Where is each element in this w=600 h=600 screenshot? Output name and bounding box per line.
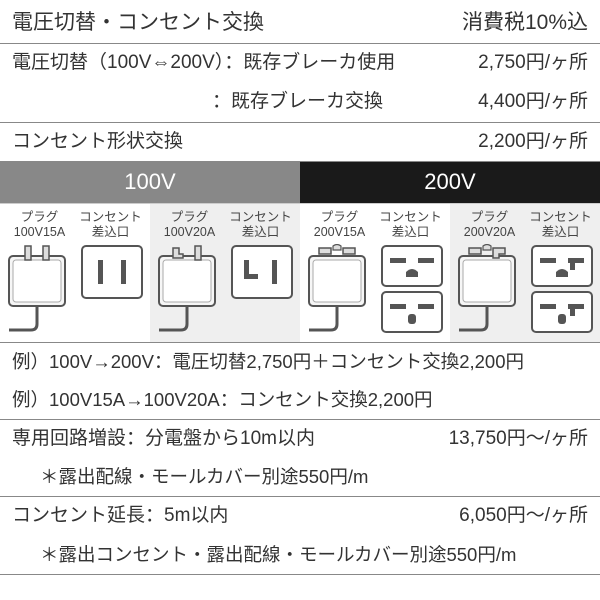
row-price: 2,750円/ヶ所 xyxy=(478,50,588,77)
outlet-label: コンセント差込口 xyxy=(525,210,596,240)
title: 電圧切替・コンセント交換 xyxy=(12,8,264,37)
plug-section: プラグ100V15A コンセント差込口 xyxy=(0,203,600,342)
voltage-200v-header: 200V xyxy=(300,162,600,203)
plug-icon-100v20a xyxy=(154,244,223,334)
header-row: 電圧切替・コンセント交換 消費税10%込 xyxy=(0,0,600,44)
outlet-label: コンセント差込口 xyxy=(375,210,446,240)
row-price: 2,200円/ヶ所 xyxy=(478,129,588,156)
row-voltage-switch-existing: 電圧切替（100V⇔200V）：既存ブレーカ使用 2,750円/ヶ所 xyxy=(0,44,600,83)
outlet-icon-100v20a xyxy=(227,244,296,300)
pricing-table: 電圧切替・コンセント交換 消費税10%込 電圧切替（100V⇔200V）：既存ブ… xyxy=(0,0,600,575)
plug-labels: プラグ100V15A コンセント差込口 xyxy=(4,210,146,240)
plug-label: プラグ200V20A xyxy=(454,210,525,240)
row-price: 6,050円〜/ヶ所 xyxy=(459,503,588,530)
row-label: 専用回路増設：分電盤から10m以内 xyxy=(12,426,315,453)
row-label: ：既存ブレーカ交換 xyxy=(12,89,383,116)
plug-col-200v20a: プラグ200V20A コンセント差込口 xyxy=(450,204,600,342)
plug-label: プラグ100V15A xyxy=(4,210,75,240)
voltage-header: 100V 200V xyxy=(0,162,600,203)
example-1: 例）100V→200V：電圧切替2,750円＋コンセント交換2,200円 xyxy=(0,342,600,381)
outlet-icon-200v20a xyxy=(527,244,596,334)
plug-col-200v15a: プラグ200V15A コンセント差込口 xyxy=(300,204,450,342)
row-outlet-shape: コンセント形状交換 2,200円/ヶ所 xyxy=(0,123,600,163)
row-label: コンセント延長：5m以内 xyxy=(12,503,228,530)
row-price: 4,400円/ヶ所 xyxy=(478,89,588,116)
row-price: 13,750円〜/ヶ所 xyxy=(449,426,588,453)
plug-col-100v15a: プラグ100V15A コンセント差込口 xyxy=(0,204,150,342)
row-outlet-extend-note: ＊露出コンセント・露出配線・モールカバー別途550円/m xyxy=(0,536,600,575)
plug-labels: プラグ100V20A コンセント差込口 xyxy=(154,210,296,240)
plug-labels: プラグ200V15A コンセント差込口 xyxy=(304,210,446,240)
plug-images xyxy=(454,244,596,334)
tax-note: 消費税10%込 xyxy=(462,8,588,37)
plug-col-100v20a: プラグ100V20A コンセント差込口 xyxy=(150,204,300,342)
example-2: 例）100V15A→100V20A：コンセント交換2,200円 xyxy=(0,381,600,420)
plug-icon-100v15a xyxy=(4,244,73,334)
row-circuit-add-note: ＊露出配線・モールカバー別途550円/m xyxy=(0,458,600,497)
plug-images xyxy=(304,244,446,334)
plug-images xyxy=(4,244,146,334)
outlet-label: コンセント差込口 xyxy=(75,210,146,240)
row-outlet-extend: コンセント延長：5m以内 6,050円〜/ヶ所 xyxy=(0,497,600,536)
row-voltage-switch-replace: ：既存ブレーカ交換 4,400円/ヶ所 xyxy=(0,83,600,123)
plug-label: プラグ200V15A xyxy=(304,210,375,240)
outlet-icon-100v15a xyxy=(77,244,146,300)
outlet-label: コンセント差込口 xyxy=(225,210,296,240)
plug-label: プラグ100V20A xyxy=(154,210,225,240)
plug-images xyxy=(154,244,296,334)
row-label: 電圧切替（100V⇔200V）：既存ブレーカ使用 xyxy=(12,50,395,77)
row-label: コンセント形状交換 xyxy=(12,129,183,156)
voltage-100v-header: 100V xyxy=(0,162,300,203)
plug-icon-200v15a xyxy=(304,244,373,334)
row-circuit-add: 専用回路増設：分電盤から10m以内 13,750円〜/ヶ所 xyxy=(0,420,600,459)
plug-icon-200v20a xyxy=(454,244,523,334)
plug-labels: プラグ200V20A コンセント差込口 xyxy=(454,210,596,240)
outlet-icon-200v15a xyxy=(377,244,446,334)
